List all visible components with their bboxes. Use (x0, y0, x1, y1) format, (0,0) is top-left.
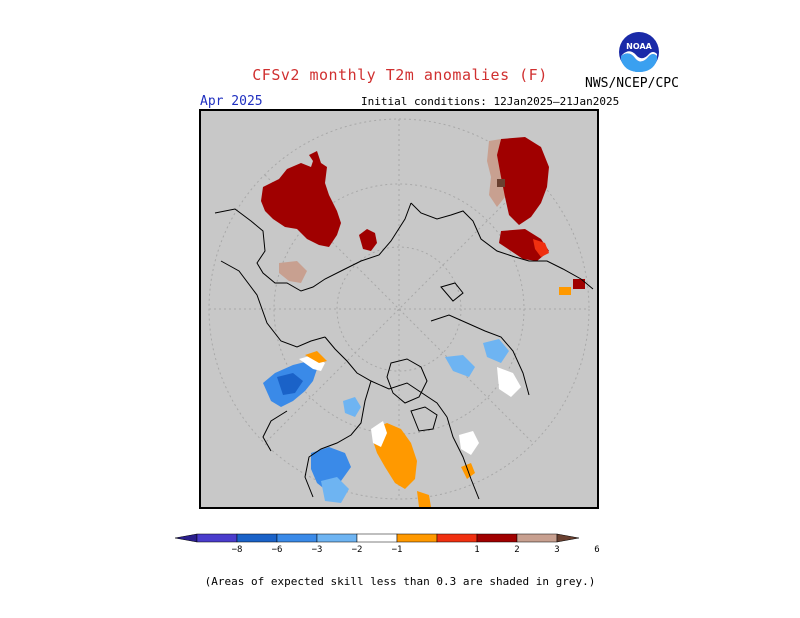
polar-map (199, 109, 599, 509)
warm-anomaly-africa (261, 151, 377, 283)
agency-label: NWS/NCEP/CPC (585, 76, 679, 91)
skill-footnote: (Areas of expected skill less than 0.3 a… (204, 575, 596, 588)
svg-text:NOAA: NOAA (626, 42, 652, 51)
noaa-logo: NOAA (617, 30, 661, 78)
legend-label: 3 (554, 545, 559, 552)
map-canvas (208, 118, 594, 507)
legend-swatch (516, 533, 558, 543)
legend-arrow-low (174, 533, 198, 543)
legend-swatch (476, 533, 518, 543)
legend-swatch (356, 533, 398, 543)
color-legend: −8−6−3−2−112368 (174, 532, 640, 556)
legend-swatch (236, 533, 278, 543)
forecast-month: Apr 2025 (200, 94, 263, 109)
legend-label: −6 (272, 545, 283, 552)
warm-anomaly-alaska (371, 421, 475, 507)
legend-arrow-high (556, 533, 580, 543)
legend-label: 1 (474, 545, 479, 552)
coastlines (214, 202, 594, 500)
legend-swatch (436, 533, 478, 543)
legend-label: −8 (232, 545, 243, 552)
cold-anomaly-europe (263, 351, 361, 503)
initial-conditions: Initial conditions: 12Jan2025–21Jan2025 (361, 95, 620, 108)
legend-label: 2 (514, 545, 519, 552)
legend-swatch (396, 533, 438, 543)
legend-swatch (196, 533, 238, 543)
legend-label: 6 (594, 545, 599, 552)
legend-swatch (276, 533, 318, 543)
legend-label: −1 (392, 545, 403, 552)
legend-label: −3 (312, 545, 323, 552)
legend-label: −2 (352, 545, 363, 552)
legend-swatch (316, 533, 358, 543)
legend-bar: −8−6−3−2−112368 (174, 533, 640, 555)
cold-anomaly-arctic (445, 339, 521, 455)
map-title: CFSv2 monthly T2m anomalies (F) (252, 66, 548, 84)
warm-anomaly-north-america-south (487, 137, 585, 295)
